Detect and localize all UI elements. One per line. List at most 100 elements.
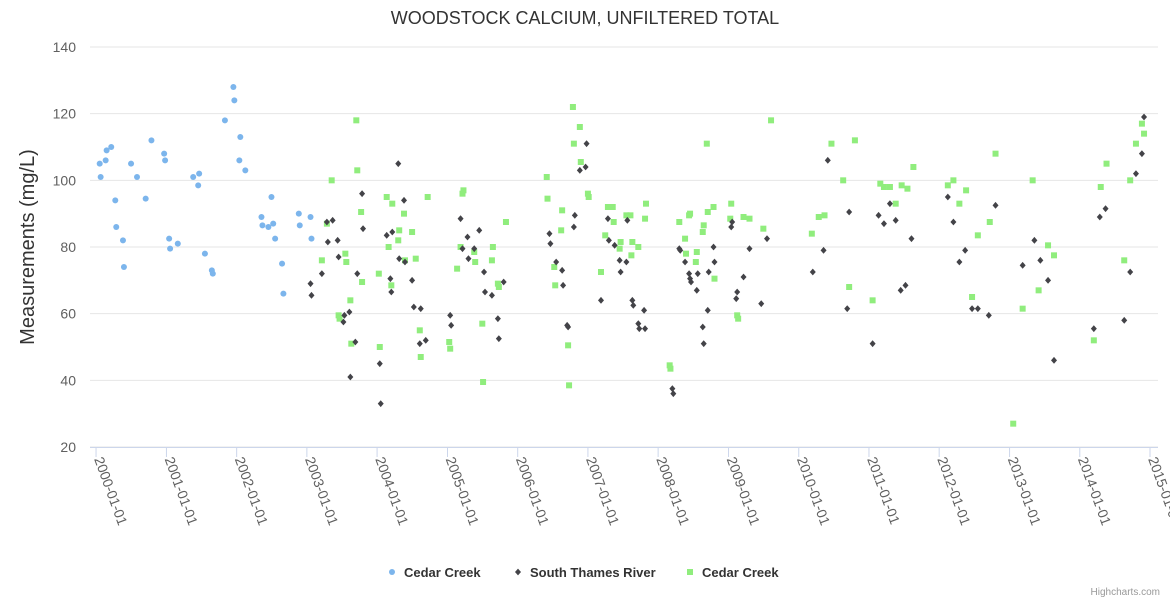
data-point bbox=[565, 323, 572, 331]
data-point bbox=[944, 193, 951, 201]
data-point bbox=[768, 117, 775, 124]
data-point bbox=[710, 243, 717, 251]
data-point bbox=[270, 220, 277, 227]
data-point bbox=[553, 258, 560, 266]
data-point bbox=[196, 170, 203, 177]
credits-link[interactable]: Highcharts.com bbox=[1091, 587, 1160, 598]
data-point bbox=[460, 187, 467, 194]
data-point bbox=[161, 150, 168, 157]
legend-label: Cedar Creek bbox=[404, 565, 481, 580]
data-point bbox=[341, 311, 348, 319]
data-point bbox=[682, 235, 689, 242]
y-tick-label: 60 bbox=[60, 306, 76, 322]
data-point bbox=[388, 288, 395, 296]
data-point bbox=[457, 215, 464, 223]
data-point bbox=[353, 117, 360, 124]
data-point bbox=[597, 269, 604, 275]
data-point bbox=[728, 223, 735, 231]
data-point bbox=[605, 236, 612, 244]
data-point bbox=[359, 279, 366, 285]
data-point bbox=[623, 212, 630, 219]
data-point bbox=[422, 336, 429, 344]
data-point bbox=[666, 362, 673, 369]
data-point bbox=[683, 250, 690, 257]
data-point bbox=[454, 265, 461, 272]
data-point bbox=[694, 270, 701, 278]
data-point bbox=[446, 339, 453, 345]
y-tick-label: 20 bbox=[60, 439, 76, 455]
data-point bbox=[956, 200, 963, 207]
data-point bbox=[166, 235, 173, 242]
data-point bbox=[1031, 236, 1038, 244]
data-point bbox=[465, 255, 472, 263]
data-point bbox=[347, 297, 354, 304]
data-point bbox=[231, 97, 238, 104]
data-point bbox=[704, 209, 711, 215]
data-point bbox=[711, 258, 718, 266]
data-point bbox=[552, 282, 559, 289]
data-point bbox=[1045, 242, 1052, 249]
data-point bbox=[886, 184, 893, 190]
data-point bbox=[389, 200, 396, 207]
data-point bbox=[693, 249, 700, 255]
data-point bbox=[412, 255, 419, 262]
data-point bbox=[974, 305, 981, 313]
data-point bbox=[1097, 184, 1104, 190]
data-point bbox=[576, 166, 583, 174]
data-point bbox=[963, 187, 970, 194]
data-point bbox=[259, 222, 266, 229]
y-axis-labels: 20 40 60 80 100 120 140 bbox=[53, 39, 77, 455]
data-point bbox=[447, 345, 454, 352]
data-point bbox=[636, 325, 643, 333]
data-point bbox=[209, 270, 216, 277]
data-point bbox=[764, 235, 771, 243]
series-square-points bbox=[318, 104, 1148, 427]
data-point bbox=[635, 244, 642, 250]
data-point bbox=[667, 365, 674, 372]
data-point bbox=[892, 216, 899, 224]
data-point bbox=[682, 258, 689, 266]
data-point bbox=[481, 288, 488, 296]
legend-item[interactable]: Cedar Creek bbox=[687, 565, 779, 580]
data-point bbox=[1029, 177, 1036, 184]
data-point bbox=[236, 157, 243, 164]
data-point bbox=[1102, 205, 1109, 213]
data-point bbox=[396, 227, 403, 234]
data-point bbox=[711, 275, 718, 282]
data-point bbox=[627, 212, 634, 219]
data-point bbox=[734, 288, 741, 296]
legend-item[interactable]: Cedar Creek bbox=[389, 565, 481, 580]
data-point bbox=[354, 270, 361, 278]
data-point bbox=[676, 219, 683, 225]
data-point bbox=[1096, 213, 1103, 221]
data-point bbox=[242, 167, 249, 174]
data-point bbox=[623, 258, 630, 266]
data-point bbox=[489, 244, 496, 250]
data-point bbox=[481, 268, 488, 276]
data-point bbox=[472, 259, 479, 265]
data-point bbox=[635, 320, 642, 328]
data-point bbox=[494, 280, 501, 287]
data-point bbox=[565, 342, 572, 349]
data-point bbox=[1010, 420, 1017, 427]
data-point bbox=[471, 245, 478, 253]
data-point bbox=[629, 239, 636, 245]
data-point bbox=[457, 244, 464, 250]
data-point bbox=[272, 235, 279, 242]
data-point bbox=[1045, 276, 1052, 284]
data-point bbox=[617, 239, 624, 245]
data-point bbox=[201, 250, 208, 257]
data-point bbox=[308, 291, 315, 299]
data-point bbox=[692, 259, 699, 265]
data-point bbox=[616, 256, 623, 264]
data-point bbox=[746, 245, 753, 253]
legend-item[interactable]: South Thames River bbox=[515, 565, 656, 580]
data-point bbox=[710, 204, 717, 210]
data-point bbox=[897, 286, 904, 294]
data-point bbox=[230, 84, 237, 90]
data-point bbox=[851, 137, 858, 144]
data-point bbox=[346, 308, 353, 316]
data-point bbox=[820, 246, 827, 254]
